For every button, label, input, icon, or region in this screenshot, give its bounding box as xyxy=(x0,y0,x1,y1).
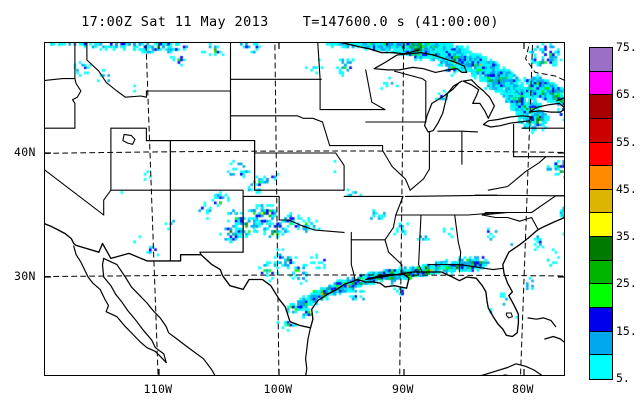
colorbar-tick-label: 55. xyxy=(616,134,637,149)
precipitation-field xyxy=(45,43,564,375)
colorbar-band xyxy=(590,166,612,190)
map-plot-area xyxy=(44,42,565,376)
colorbar-tick-label: 45. xyxy=(616,181,637,196)
x-axis-tick-label: 90W xyxy=(392,382,414,396)
colorbar-tick-label: 75. xyxy=(616,40,637,54)
colorbar-tick-label: 15. xyxy=(616,323,637,338)
colorbar-band xyxy=(590,237,612,261)
colorbar-band xyxy=(590,355,612,379)
y-axis-tick-label: 40N xyxy=(14,145,36,159)
x-axis-tick-label: 110W xyxy=(143,382,173,396)
colorbar-tick-label: 5. xyxy=(616,371,630,385)
colorbar-band xyxy=(590,71,612,96)
colorbar-band xyxy=(590,284,612,309)
colorbar-band xyxy=(590,48,612,72)
colorbar-band xyxy=(590,260,612,285)
colorbar xyxy=(589,47,613,380)
colorbar-band xyxy=(590,95,612,119)
colorbar-tick-label: 25. xyxy=(616,276,637,291)
colorbar-band xyxy=(590,308,612,332)
colorbar-band xyxy=(590,331,612,356)
y-axis-tick-label: 30N xyxy=(14,269,36,283)
colorbar-band xyxy=(590,142,612,167)
colorbar-tick-label: 65. xyxy=(616,87,637,102)
x-axis-tick-label: 80W xyxy=(512,382,534,396)
figure-title: 17:00Z Sat 11 May 2013 T=147600.0 s (41:… xyxy=(81,14,499,30)
colorbar-band xyxy=(590,213,612,238)
colorbar-band xyxy=(590,189,612,214)
x-axis-tick-label: 100W xyxy=(263,382,293,396)
colorbar-tick-label: 35. xyxy=(616,229,637,244)
colorbar-band xyxy=(590,118,612,143)
